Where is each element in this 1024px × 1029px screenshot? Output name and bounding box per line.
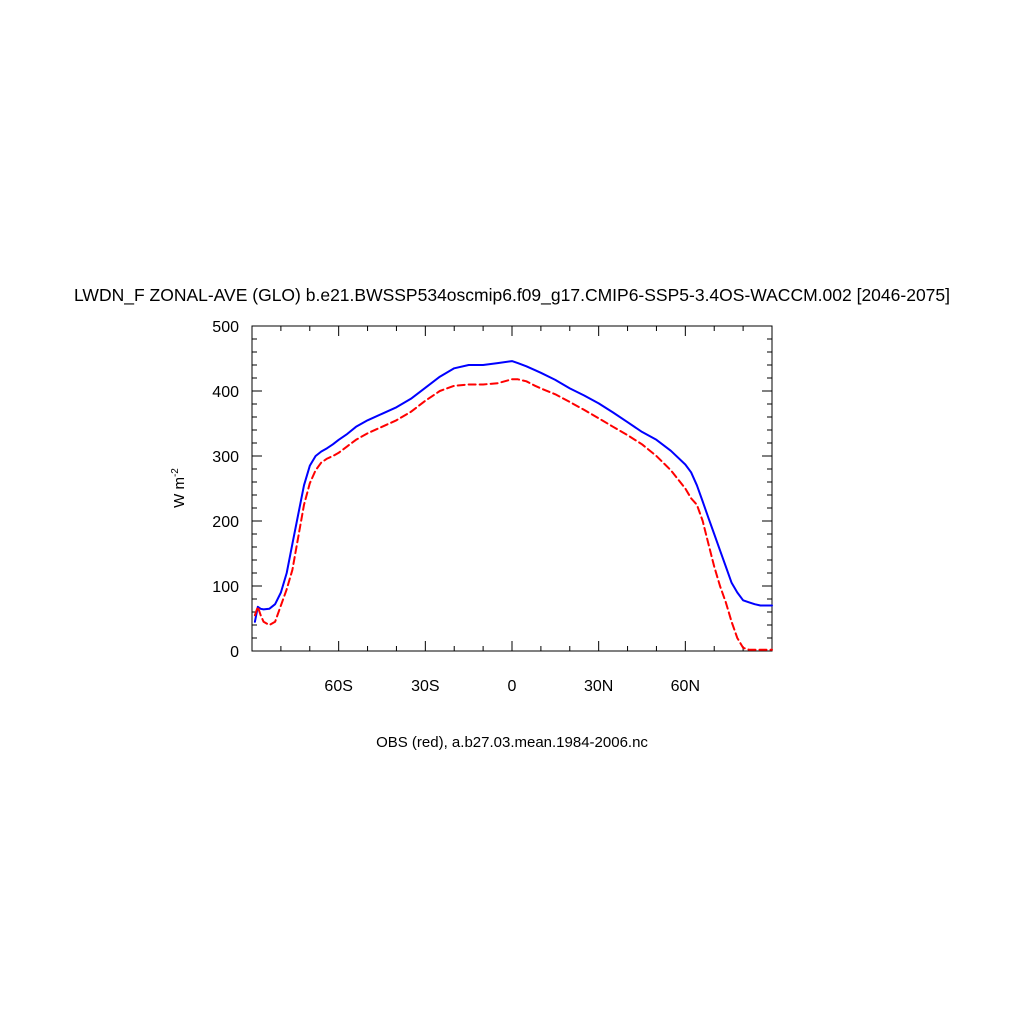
y-tick-label: 400 [212,384,239,401]
minor-ticks [252,326,772,651]
plot-frame [251,325,773,652]
y-tick-label: 500 [212,319,239,336]
model-series-line [253,360,773,623]
x-tick-label: 0 [508,678,517,695]
x-tick-label: 60S [324,678,352,695]
y-tick-label: 100 [212,579,239,596]
y-axis-label: W m-2 [170,468,188,508]
chart-caption: OBS (red), a.b27.03.mean.1984-2006.nc [376,734,648,751]
y-axis-label-superscript: -2 [170,468,181,477]
y-tick-label: 0 [230,644,239,661]
x-tick-label: 60N [671,678,700,695]
x-tick-label: 30S [411,678,439,695]
chart-title: LWDN_F ZONAL-AVE (GLO) b.e21.BWSSP534osc… [74,285,950,306]
plot-area: 60S 30S 0 30N 60N 0 100 200 300 400 500 [212,319,773,695]
x-axis-ticks: 60S 30S 0 30N 60N [324,326,700,695]
x-tick-label: 30N [584,678,613,695]
y-tick-label: 300 [212,449,239,466]
y-axis-ticks: 0 100 200 300 400 500 [212,319,772,661]
series-layer [253,360,773,651]
y-tick-label: 200 [212,514,239,531]
obs-series-line [253,378,773,651]
y-axis-label-main: W m [171,477,188,508]
